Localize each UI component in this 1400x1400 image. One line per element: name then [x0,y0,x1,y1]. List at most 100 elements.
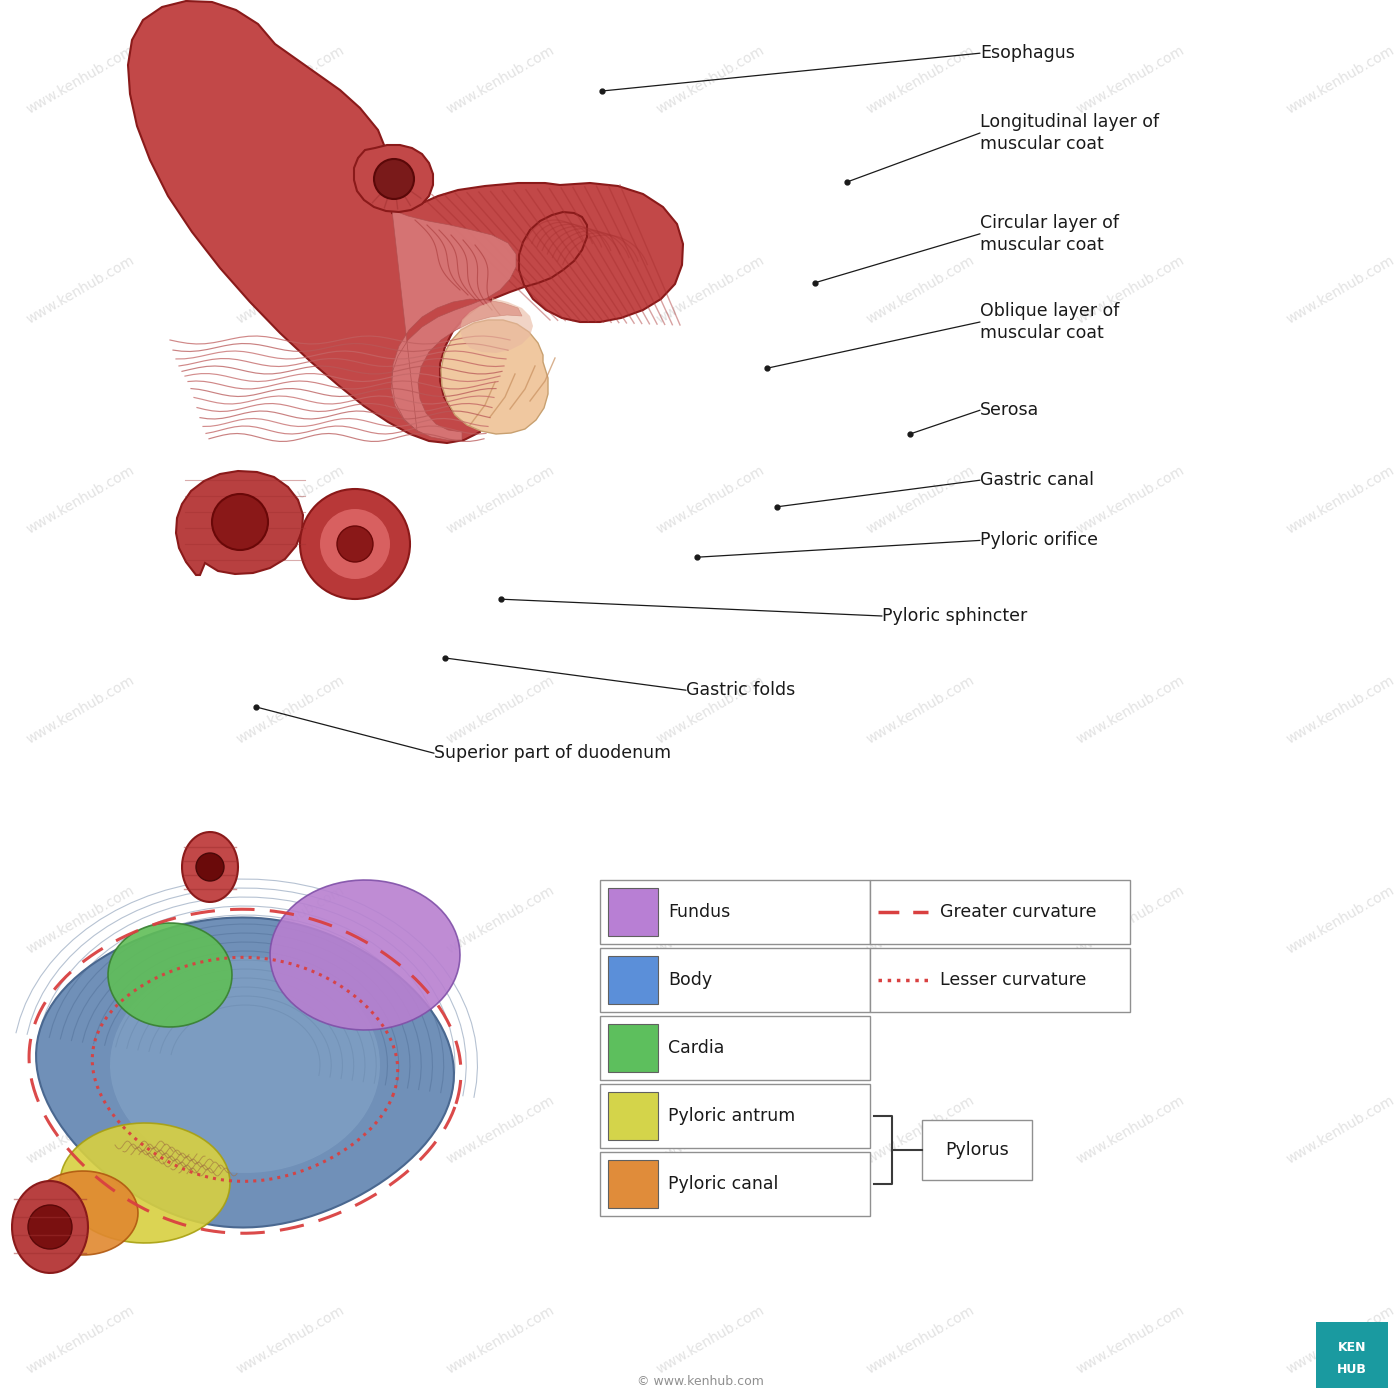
Text: www.kenhub.com: www.kenhub.com [24,253,137,326]
Text: www.kenhub.com: www.kenhub.com [444,1093,557,1166]
Text: www.kenhub.com: www.kenhub.com [864,883,977,956]
FancyBboxPatch shape [869,948,1130,1012]
Text: www.kenhub.com: www.kenhub.com [1284,43,1397,116]
Text: www.kenhub.com: www.kenhub.com [444,253,557,326]
Text: Gastric canal: Gastric canal [980,472,1093,489]
FancyBboxPatch shape [1316,1322,1387,1387]
Text: Pyloric orifice: Pyloric orifice [980,532,1098,549]
Text: www.kenhub.com: www.kenhub.com [864,463,977,536]
Text: www.kenhub.com: www.kenhub.com [1074,1093,1187,1166]
Text: Pylorus: Pylorus [945,1141,1009,1159]
Text: www.kenhub.com: www.kenhub.com [234,1093,347,1166]
Text: www.kenhub.com: www.kenhub.com [444,1303,557,1376]
FancyBboxPatch shape [601,881,869,944]
Text: © www.kenhub.com: © www.kenhub.com [637,1375,763,1387]
Circle shape [337,526,372,561]
Text: Greater curvature: Greater curvature [939,903,1096,921]
Polygon shape [108,923,232,1028]
Polygon shape [461,298,533,353]
Text: www.kenhub.com: www.kenhub.com [1074,1303,1187,1376]
Circle shape [196,853,224,881]
Circle shape [300,489,410,599]
Text: www.kenhub.com: www.kenhub.com [864,43,977,116]
Polygon shape [441,321,547,434]
Text: www.kenhub.com: www.kenhub.com [654,253,767,326]
FancyBboxPatch shape [608,1023,658,1072]
Text: www.kenhub.com: www.kenhub.com [654,1093,767,1166]
Circle shape [211,494,267,550]
Text: www.kenhub.com: www.kenhub.com [24,1093,137,1166]
Circle shape [374,160,414,199]
FancyBboxPatch shape [601,1152,869,1217]
Text: Lesser curvature: Lesser curvature [939,972,1086,988]
Text: www.kenhub.com: www.kenhub.com [24,463,137,536]
Polygon shape [127,1,683,442]
Text: Body: Body [668,972,713,988]
Text: www.kenhub.com: www.kenhub.com [444,43,557,116]
Text: www.kenhub.com: www.kenhub.com [1074,253,1187,326]
Text: www.kenhub.com: www.kenhub.com [654,673,767,746]
Text: www.kenhub.com: www.kenhub.com [444,673,557,746]
Text: www.kenhub.com: www.kenhub.com [234,253,347,326]
Text: www.kenhub.com: www.kenhub.com [1284,463,1397,536]
Text: Serosa: Serosa [980,402,1039,419]
Polygon shape [28,1170,139,1254]
Text: www.kenhub.com: www.kenhub.com [1284,1303,1397,1376]
Text: www.kenhub.com: www.kenhub.com [654,43,767,116]
Polygon shape [36,917,454,1228]
Text: Pyloric canal: Pyloric canal [668,1175,778,1193]
FancyBboxPatch shape [608,1092,658,1140]
Polygon shape [270,881,461,1030]
Text: www.kenhub.com: www.kenhub.com [444,883,557,956]
FancyBboxPatch shape [869,881,1130,944]
Text: www.kenhub.com: www.kenhub.com [654,883,767,956]
Polygon shape [182,832,238,902]
Polygon shape [391,210,522,440]
Text: www.kenhub.com: www.kenhub.com [1284,673,1397,746]
Text: www.kenhub.com: www.kenhub.com [24,883,137,956]
FancyBboxPatch shape [608,956,658,1004]
Text: Circular layer of
muscular coat: Circular layer of muscular coat [980,214,1119,253]
Circle shape [28,1205,71,1249]
Polygon shape [13,1182,88,1273]
Text: HUB: HUB [1337,1364,1366,1376]
FancyBboxPatch shape [601,1084,869,1148]
Text: Gastric folds: Gastric folds [686,682,795,699]
Polygon shape [111,958,379,1173]
Text: www.kenhub.com: www.kenhub.com [24,673,137,746]
Text: www.kenhub.com: www.kenhub.com [1284,883,1397,956]
Text: www.kenhub.com: www.kenhub.com [654,463,767,536]
Text: www.kenhub.com: www.kenhub.com [864,1093,977,1166]
Text: www.kenhub.com: www.kenhub.com [234,883,347,956]
Text: KEN: KEN [1338,1341,1366,1354]
FancyBboxPatch shape [608,1161,658,1208]
Text: www.kenhub.com: www.kenhub.com [24,43,137,116]
Text: Cardia: Cardia [668,1039,724,1057]
Text: www.kenhub.com: www.kenhub.com [1284,253,1397,326]
Text: Pyloric antrum: Pyloric antrum [668,1107,795,1126]
FancyBboxPatch shape [608,888,658,937]
Text: Oblique layer of
muscular coat: Oblique layer of muscular coat [980,302,1120,342]
Polygon shape [354,146,433,211]
Text: www.kenhub.com: www.kenhub.com [1074,463,1187,536]
Text: www.kenhub.com: www.kenhub.com [654,1303,767,1376]
Text: www.kenhub.com: www.kenhub.com [1074,883,1187,956]
Text: Fundus: Fundus [668,903,731,921]
Text: Esophagus: Esophagus [980,45,1075,62]
Text: www.kenhub.com: www.kenhub.com [444,463,557,536]
Text: www.kenhub.com: www.kenhub.com [234,43,347,116]
Text: www.kenhub.com: www.kenhub.com [1074,43,1187,116]
Text: www.kenhub.com: www.kenhub.com [1074,673,1187,746]
Text: www.kenhub.com: www.kenhub.com [864,673,977,746]
Text: www.kenhub.com: www.kenhub.com [234,463,347,536]
Text: Longitudinal layer of
muscular coat: Longitudinal layer of muscular coat [980,113,1159,153]
Circle shape [321,510,391,580]
Text: www.kenhub.com: www.kenhub.com [864,253,977,326]
Text: www.kenhub.com: www.kenhub.com [864,1303,977,1376]
Text: Superior part of duodenum: Superior part of duodenum [434,745,671,762]
FancyBboxPatch shape [923,1120,1032,1180]
Text: www.kenhub.com: www.kenhub.com [24,1303,137,1376]
Polygon shape [60,1123,230,1243]
FancyBboxPatch shape [601,1016,869,1079]
FancyBboxPatch shape [601,948,869,1012]
